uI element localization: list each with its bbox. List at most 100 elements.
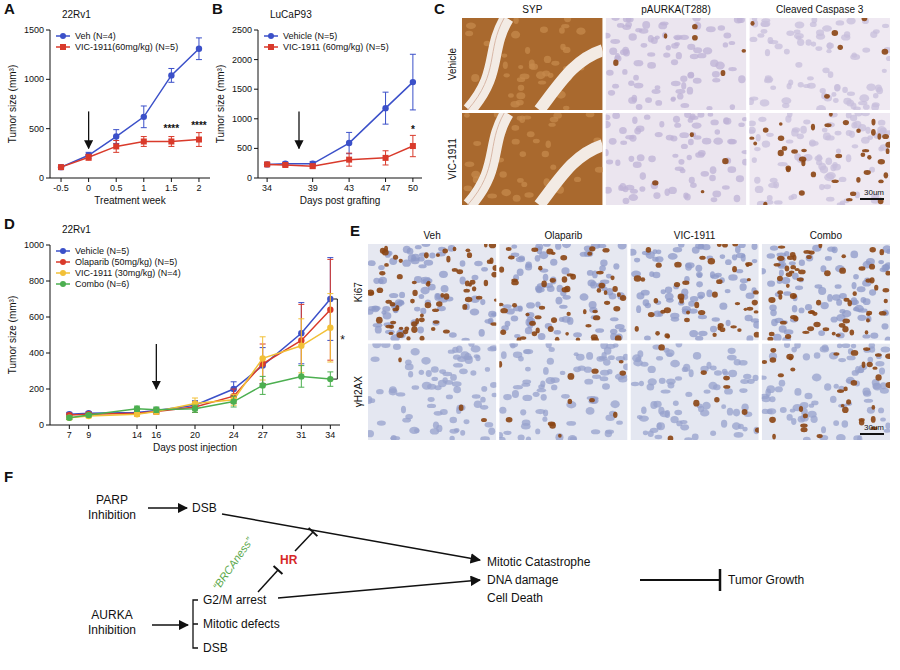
nucleus	[656, 249, 661, 254]
nucleus	[525, 47, 530, 54]
nucleus	[475, 355, 480, 361]
nucleus	[725, 289, 731, 293]
nucleus	[629, 156, 635, 162]
stained-cell	[463, 289, 470, 293]
nucleus	[641, 406, 646, 413]
marker	[383, 155, 389, 161]
stained-cell	[619, 360, 624, 364]
row-title: γH2AX	[353, 376, 364, 407]
y-tick	[254, 118, 258, 119]
stained-cell	[462, 304, 467, 310]
nucleus	[448, 349, 455, 353]
x-tick-label: -0.5	[53, 183, 69, 193]
x-tick	[349, 178, 350, 182]
stained-cell	[863, 347, 870, 351]
stained-cell	[885, 271, 890, 276]
legend-marker	[60, 248, 66, 254]
scale-bar-label: 30um	[864, 188, 884, 197]
nucleus	[568, 435, 577, 440]
stained-cell	[620, 295, 626, 301]
legend: Vehicle (N=5)Olaparib (50mg/kg) (N=5)VIC…	[56, 246, 181, 289]
nucleus	[666, 379, 676, 385]
nucleus	[522, 379, 531, 384]
nucleus	[795, 22, 805, 29]
stained-cell	[648, 312, 655, 317]
x-tick	[195, 425, 196, 429]
nucleus	[618, 244, 627, 250]
legend-label: Olaparib (50mg/kg) (N=5)	[75, 257, 177, 267]
inhibit-line	[295, 532, 313, 551]
x-tick	[143, 178, 144, 182]
nucleus	[560, 44, 565, 50]
nucleus	[524, 192, 533, 197]
nucleus	[676, 344, 683, 348]
stained-cell	[692, 35, 698, 41]
nucleus	[610, 317, 618, 321]
stained-cell	[763, 202, 767, 205]
nucleus	[499, 407, 506, 414]
series-line	[69, 310, 330, 415]
stained-cell	[786, 284, 790, 288]
nucleus	[492, 393, 497, 397]
stained-cell	[619, 371, 626, 376]
marker	[282, 162, 288, 168]
marker	[168, 138, 174, 144]
stained-cell	[656, 263, 662, 268]
stroma	[539, 145, 602, 205]
y-axis-title: Tumor size (mm³)	[7, 65, 18, 144]
stained-cell	[548, 326, 554, 332]
stained-cell	[824, 270, 831, 276]
nucleus	[422, 244, 431, 247]
stained-cell	[384, 263, 389, 267]
nucleus	[665, 188, 670, 196]
stained-cell	[786, 167, 791, 172]
nucleus	[513, 385, 523, 389]
nucleus	[411, 254, 420, 261]
nucleus	[821, 426, 826, 433]
nucleus	[453, 363, 463, 368]
nucleus	[765, 49, 770, 56]
stained-cell	[541, 281, 546, 288]
nucleus	[688, 301, 695, 307]
marker	[58, 164, 64, 170]
nucleus	[865, 127, 870, 134]
legend-marker	[60, 44, 66, 50]
nucleus	[586, 113, 595, 117]
stained-cell	[841, 254, 846, 258]
stained-cell	[604, 290, 608, 295]
stained-cell	[380, 248, 386, 254]
marker	[134, 406, 140, 412]
nucleus	[587, 279, 595, 286]
micrograph	[368, 344, 496, 441]
nucleus	[809, 141, 818, 146]
stained-cell	[668, 435, 674, 440]
nucleus	[523, 349, 531, 354]
nucleus	[732, 422, 741, 430]
series-line	[69, 376, 330, 417]
stained-cell	[778, 294, 782, 300]
nucleus	[800, 126, 807, 134]
nucleus	[806, 39, 812, 45]
stained-cell	[635, 326, 639, 332]
micrograph	[762, 344, 890, 441]
marker	[113, 133, 119, 139]
inhibit-line	[258, 570, 278, 592]
nucleus	[728, 139, 737, 144]
stained-cell	[744, 308, 748, 311]
nucleus	[631, 382, 639, 386]
nucleus	[784, 49, 790, 55]
x-tick-label: 16	[151, 430, 161, 440]
stained-cell	[443, 329, 450, 333]
nucleus	[698, 244, 704, 250]
nucleus	[676, 52, 682, 59]
nucleus	[625, 185, 635, 190]
nucleus	[825, 157, 832, 165]
stained-cell	[807, 326, 814, 331]
x-tick-label: 9	[86, 430, 91, 440]
nucleus	[762, 268, 766, 274]
nucleus	[696, 281, 703, 287]
nucleus	[670, 136, 677, 142]
stained-cell	[768, 297, 775, 303]
nucleus	[629, 135, 636, 142]
nucleus	[606, 114, 611, 120]
